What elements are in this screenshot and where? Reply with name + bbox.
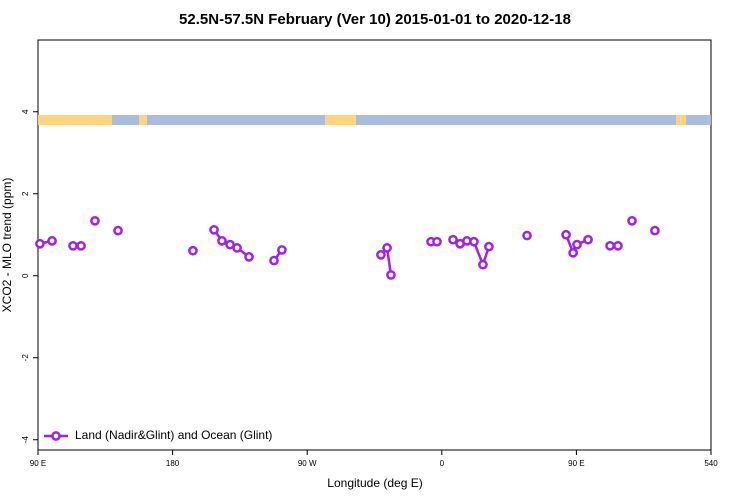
x-axis-label: Longitude (deg E)	[327, 476, 422, 490]
point	[244, 252, 254, 262]
point	[627, 215, 637, 226]
point	[217, 236, 227, 246]
x-tick-label: 0	[440, 459, 445, 468]
point	[613, 240, 623, 251]
point	[113, 225, 123, 236]
y-tick-label: 4	[21, 109, 30, 114]
point	[478, 259, 488, 270]
y-tick-label: 2	[21, 191, 30, 196]
point	[386, 270, 396, 280]
point	[432, 236, 442, 247]
chart-title: 52.5N-57.5N February (Ver 10) 2015-01-01…	[179, 11, 571, 28]
legend-label: Land (Nadir&Glint) and Ocean (Glint)	[75, 428, 272, 442]
point	[35, 238, 45, 249]
x-tick-label: 540	[704, 459, 718, 468]
point	[68, 240, 78, 251]
x-tick-label: 90 W	[298, 459, 317, 468]
point	[561, 229, 571, 240]
y-tick-label: 0	[21, 273, 30, 278]
point	[209, 224, 219, 235]
point	[583, 234, 593, 245]
point	[277, 245, 287, 255]
y-axis-label: XCO2 - MLO trend (ppm)	[0, 178, 14, 313]
point	[650, 225, 660, 236]
x-tick-label: 180	[166, 459, 180, 468]
y-tick-label: -2	[21, 354, 30, 362]
point	[376, 249, 386, 260]
legend-marker	[51, 431, 61, 441]
point	[605, 240, 615, 251]
x-tick-label: 90 E	[568, 459, 584, 468]
map-strip	[38, 115, 711, 125]
point	[232, 243, 242, 253]
point	[568, 247, 578, 258]
point	[188, 245, 198, 256]
point	[90, 215, 100, 226]
point	[469, 236, 479, 247]
point	[47, 236, 57, 246]
y-tick-label: -4	[21, 436, 30, 444]
point	[269, 255, 279, 266]
point	[448, 234, 458, 245]
point	[522, 230, 532, 241]
point	[484, 241, 494, 252]
point	[382, 243, 392, 253]
x-tick-label: 90 E	[30, 459, 46, 468]
point	[572, 239, 582, 250]
point	[76, 240, 86, 251]
